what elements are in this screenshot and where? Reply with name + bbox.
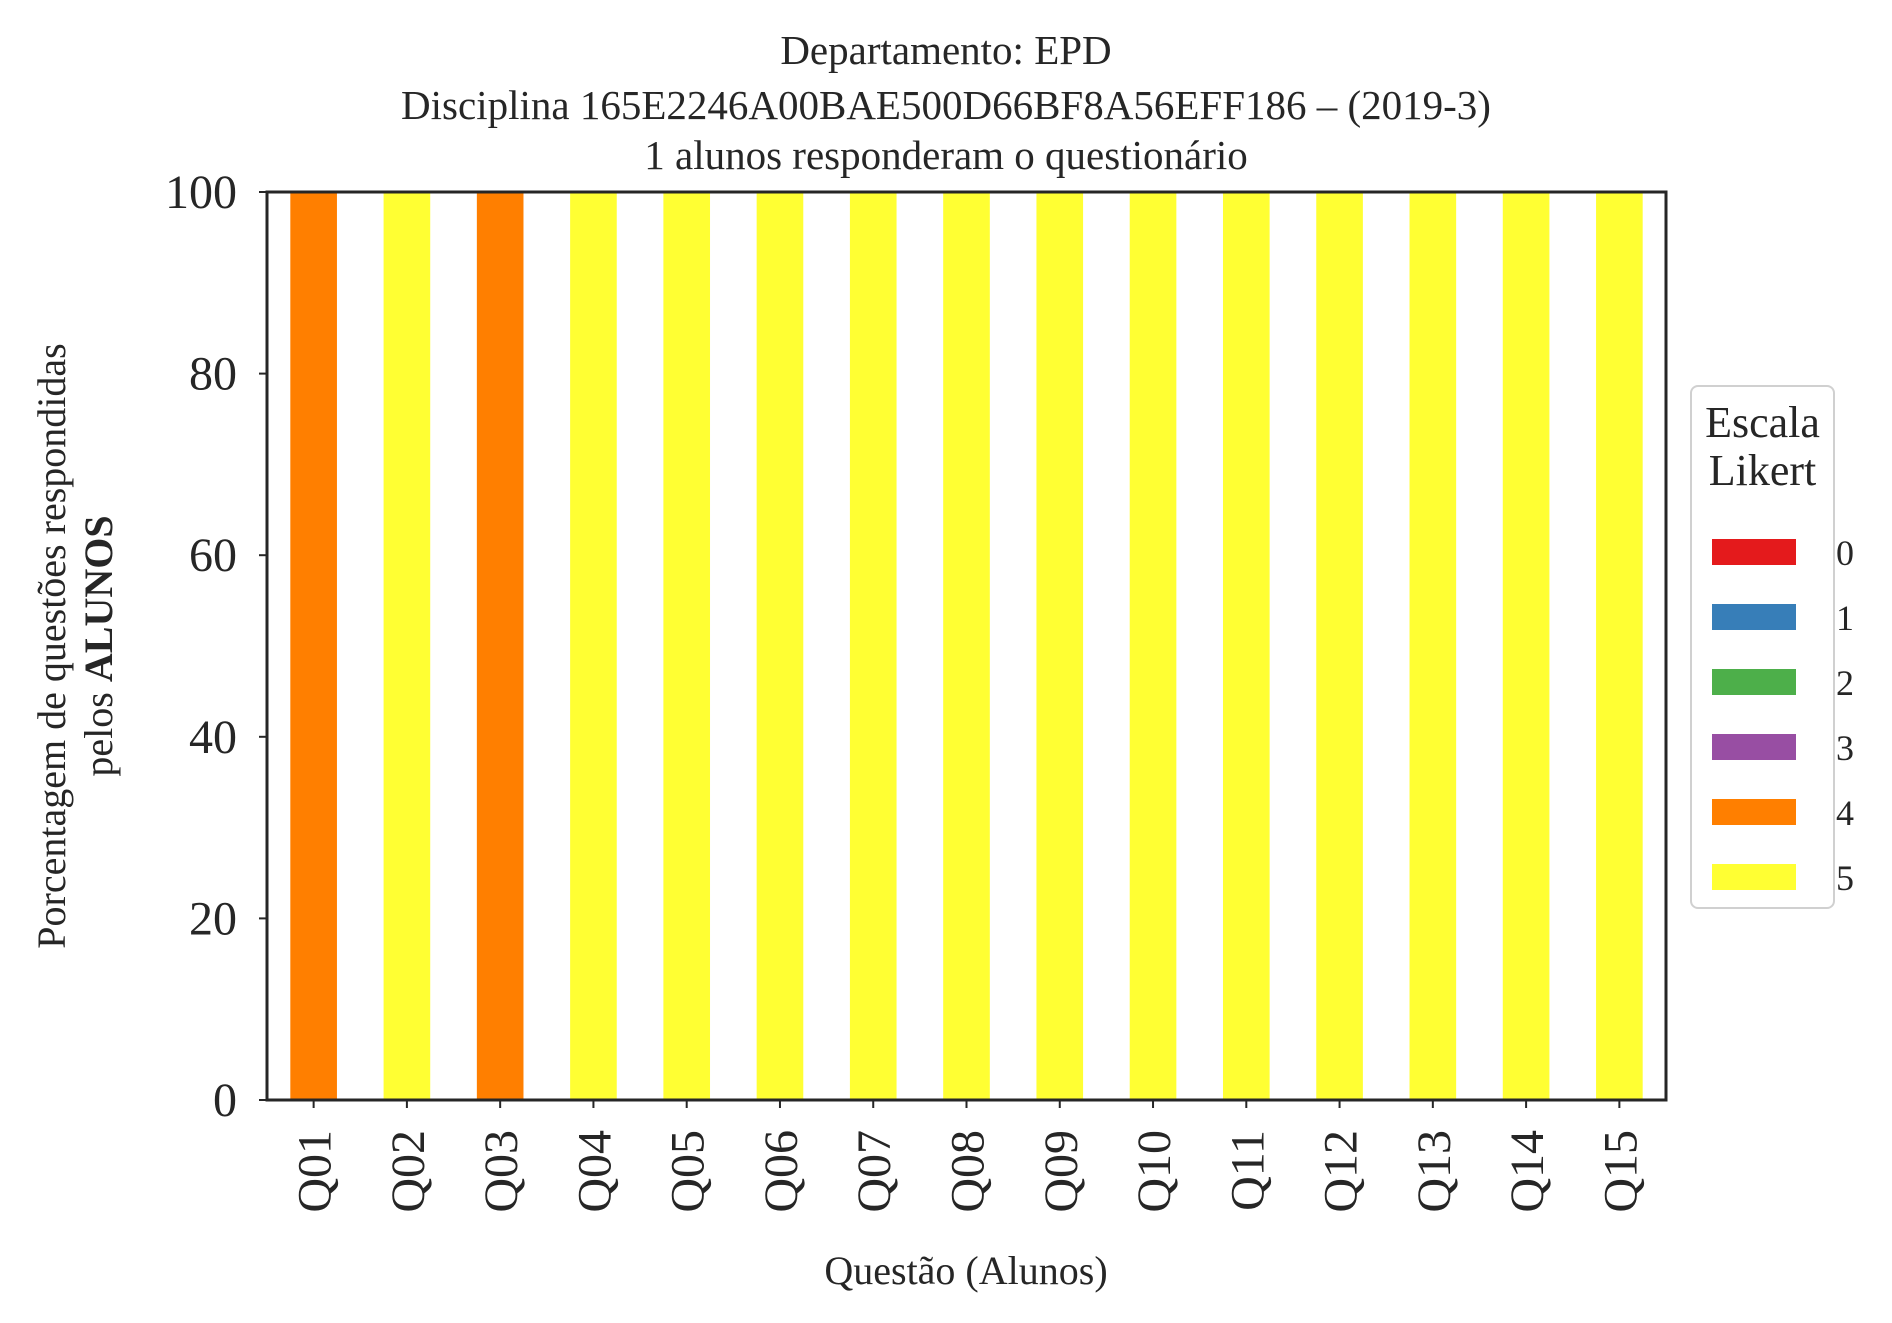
x-tick-label-Q07: Q07 [848,1130,901,1213]
legend-swatch-0 [1712,539,1796,565]
y-tick-label-20: 20 [189,892,237,945]
legend-label-1: 1 [1836,598,1854,638]
x-tick-label-Q10: Q10 [1128,1130,1181,1213]
bar-Q11-scale-5 [1222,192,1270,1100]
y-tick-label-60: 60 [189,529,237,582]
x-tick-label-Q01: Q01 [289,1130,342,1213]
bars-layer [290,192,1643,1100]
legend-title-line-1: Escala [1705,398,1820,447]
legend-swatch-5 [1712,864,1796,890]
legend-label-5: 5 [1836,858,1854,898]
x-tick-label-Q15: Q15 [1594,1130,1647,1213]
x-tick-label-Q09: Q09 [1035,1130,1088,1213]
legend-label-2: 2 [1836,663,1854,703]
chart-title-line-3: 1 alunos responderam o questionário [644,132,1248,178]
bar-Q04-scale-5 [570,192,617,1100]
bar-Q03-scale-4 [476,192,524,1100]
x-axis: Q01 Q02 Q03 Q04 Q05 Q06 Q07 Q08 Q09 Q10 Q11 Q12 Q13 Q… [289,1100,1647,1213]
x-tick-label-Q06: Q06 [755,1130,808,1213]
x-axis-label: Questão (Alunos) [824,1248,1107,1293]
bar-Q02-scale-5 [383,192,431,1100]
x-tick-label-Q12: Q12 [1315,1130,1368,1213]
bar-Q07-scale-5 [849,192,897,1100]
x-tick-label-Q14: Q14 [1501,1130,1554,1213]
x-tick-label-Q04: Q04 [568,1130,621,1213]
bar-Q14-scale-5 [1502,192,1550,1100]
y-axis-label-bold: ALUNOS [76,515,121,682]
y-axis: 0 20 40 60 80 100 [165,166,267,1127]
bar-Q12-scale-5 [1316,192,1363,1100]
x-tick-label-Q08: Q08 [942,1130,995,1213]
legend-label-0: 0 [1836,533,1854,573]
x-tick-label-Q13: Q13 [1408,1130,1461,1213]
bar-Q13-scale-5 [1409,192,1457,1100]
y-tick-label-100: 100 [165,166,237,219]
legend-label-3: 3 [1836,728,1854,768]
legend-swatch-1 [1712,604,1796,630]
x-tick-label-Q05: Q05 [662,1130,715,1213]
y-axis-label-line-1: Porcentagem de questões respondidas [29,343,74,948]
y-axis-label-prefix: pelos [76,682,121,776]
legend-label-4: 4 [1836,793,1854,833]
bar-Q08-scale-5 [943,192,990,1100]
legend-title-line-2: Likert [1708,446,1817,495]
legend-swatch-2 [1712,669,1796,695]
bar-Q06-scale-5 [756,192,804,1100]
bar-Q01-scale-4 [290,192,337,1100]
x-tick-label-Q03: Q03 [475,1130,528,1213]
legend-swatch-3 [1712,734,1796,760]
x-tick-label-Q11: Q11 [1221,1130,1274,1211]
y-axis-label: Porcentagem de questões respondidas [29,343,74,948]
chart-title-line-2: Disciplina 165E2246A00BAE500D66BF8A56EFF… [401,82,1491,128]
bar-Q10-scale-5 [1129,192,1177,1100]
legend-swatch-4 [1712,799,1796,825]
chart-title-line-1: Departamento: EPD [780,27,1112,73]
bar-Q15-scale-5 [1596,192,1643,1100]
y-axis-label-line-2: pelos ALUNOS [76,515,121,776]
bar-Q05-scale-5 [663,192,711,1100]
x-tick-label-Q02: Q02 [382,1130,435,1213]
y-tick-label-80: 80 [189,348,237,401]
y-tick-label-0: 0 [213,1074,237,1127]
legend: Escala Likert 0 1 2 3 4 5 [1690,385,1854,909]
bar-Q09-scale-5 [1036,192,1084,1100]
y-tick-label-40: 40 [189,711,237,764]
